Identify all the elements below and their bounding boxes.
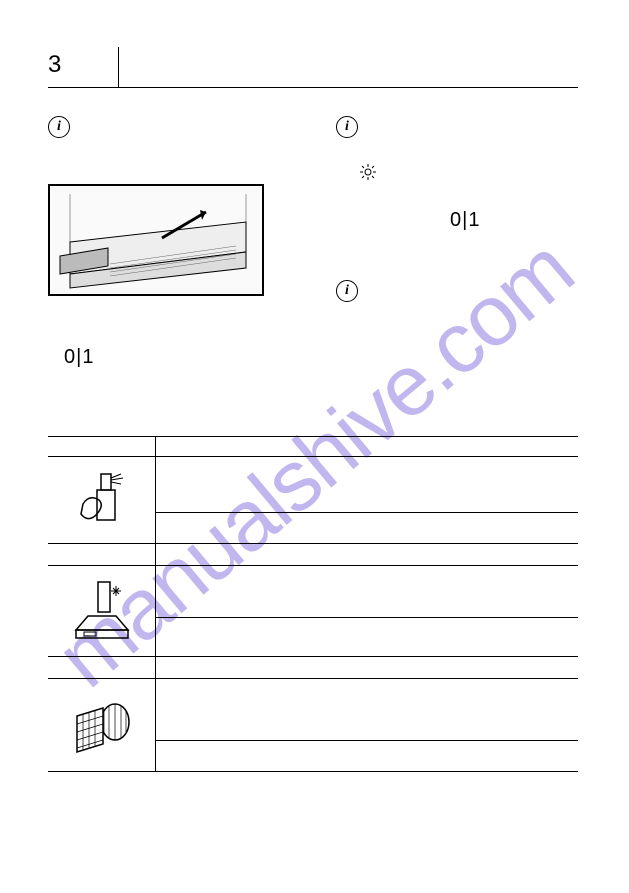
right-column: i 0|1 i	[336, 116, 576, 302]
table-row	[48, 457, 578, 544]
table-row	[48, 544, 578, 566]
upper-columns: i	[48, 116, 578, 436]
table-cell	[156, 457, 578, 543]
light-icon	[360, 164, 576, 183]
switch-label-right: 0|1	[450, 209, 576, 232]
table-cell	[156, 566, 578, 656]
table-row	[48, 679, 578, 772]
info-icon: i	[336, 116, 358, 138]
table-cell	[156, 679, 578, 771]
hood-diagram	[48, 184, 264, 296]
switch-label-left: 0|1	[64, 346, 308, 369]
table-header-row	[48, 437, 578, 457]
left-column: i	[48, 116, 308, 369]
spray-clean-icon	[48, 457, 156, 543]
table-row	[48, 657, 578, 679]
header-divider	[118, 47, 119, 87]
info-icon: i	[336, 280, 358, 302]
info-icon: i	[48, 116, 70, 138]
page-number: 3	[48, 51, 118, 79]
filter-icon	[48, 679, 156, 771]
page-content: 3 i	[48, 40, 578, 772]
hood-icon	[48, 566, 156, 656]
table-row	[48, 566, 578, 657]
maintenance-table	[48, 436, 578, 772]
page-header: 3	[48, 40, 578, 88]
